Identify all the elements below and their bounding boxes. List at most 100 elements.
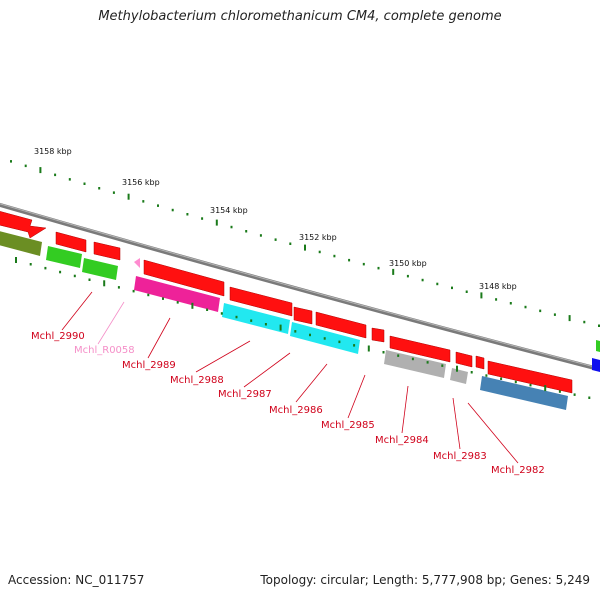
gene-label[interactable]: Mchl_2988 <box>170 375 224 386</box>
gene-label[interactable]: Mchl_R0058 <box>74 345 135 356</box>
gene-arrow[interactable] <box>315 311 367 339</box>
gene-label[interactable]: Mchl_2985 <box>321 420 375 431</box>
inner-tick <box>397 354 400 357</box>
leader-line <box>467 402 519 464</box>
ruler-tick <box>348 258 351 262</box>
ruler-tick <box>274 238 277 241</box>
ruler-tick <box>318 250 321 254</box>
inner-tick-row <box>15 257 591 399</box>
inner-tick <box>294 330 297 333</box>
inner-tick <box>544 385 547 392</box>
ruler-tick <box>54 173 57 177</box>
gene-arrow[interactable] <box>475 355 485 370</box>
accession-text: Accession: NC_011757 <box>8 573 145 587</box>
inner-tick <box>382 351 385 354</box>
ruler-tick <box>377 266 380 270</box>
tick-label: 3156 kbp <box>122 178 160 187</box>
inner-tick <box>59 270 62 274</box>
gene-arrow[interactable] <box>55 231 87 253</box>
cog-bar[interactable] <box>82 258 118 280</box>
cog-bars[interactable] <box>0 230 600 410</box>
ruler-tick <box>171 208 174 212</box>
gene-arrow[interactable] <box>487 360 573 394</box>
ruler-tick <box>553 313 556 316</box>
gene-arrow[interactable] <box>0 210 47 239</box>
inner-tick <box>426 361 429 364</box>
gene-arrow[interactable] <box>143 259 225 297</box>
inner-tick <box>485 374 488 377</box>
ruler-tick <box>495 298 498 301</box>
gene-arrow[interactable] <box>455 351 473 368</box>
gene-arrow[interactable] <box>389 335 451 363</box>
inner-tick <box>117 286 120 289</box>
ruler-tick <box>10 160 12 163</box>
inner-tick <box>309 333 311 337</box>
gene-label[interactable]: Mchl_2989 <box>122 360 176 371</box>
inner-tick <box>191 302 194 309</box>
ruler-tick <box>201 217 204 220</box>
gene-labels[interactable]: Mchl_2990 Mchl_R0058 Mchl_2989 Mchl_2988… <box>31 291 545 476</box>
leader-line <box>347 374 366 419</box>
tick-label: 3148 kbp <box>479 282 517 291</box>
gene-label[interactable]: Mchl_2987 <box>218 389 272 400</box>
gene-arrow[interactable] <box>229 286 293 317</box>
ruler-tick <box>259 234 262 237</box>
inner-tick <box>323 337 326 340</box>
ruler-tick <box>39 167 42 174</box>
cog-bar[interactable] <box>596 340 600 352</box>
ruler-tick <box>509 302 512 305</box>
ruler-tick <box>83 182 86 185</box>
ruler-tick <box>480 292 483 299</box>
inner-tick <box>206 308 209 311</box>
inner-tick <box>441 364 444 367</box>
inner-tick <box>500 377 503 380</box>
inner-tick <box>103 280 106 287</box>
inner-tick <box>456 365 458 372</box>
gene-label[interactable]: Mchl_2990 <box>31 331 85 342</box>
cog-bar[interactable] <box>134 276 220 312</box>
cog-bar[interactable] <box>46 246 82 268</box>
cog-bar[interactable] <box>222 303 290 334</box>
inner-tick <box>470 371 473 374</box>
inner-tick <box>264 323 267 326</box>
ruler-tick <box>142 200 145 203</box>
ruler-tick <box>304 244 306 251</box>
ruler-tick <box>465 290 468 293</box>
ruler-tick <box>127 193 130 200</box>
gene-label[interactable]: Mchl_2984 <box>375 435 429 446</box>
ruler-tick <box>362 262 365 266</box>
forward-genes[interactable] <box>0 210 573 394</box>
inner-tick <box>88 278 91 281</box>
tick-label: 3158 kbp <box>34 147 72 156</box>
inner-tick <box>367 345 370 352</box>
cog-bar[interactable] <box>592 358 600 372</box>
gene-arrow[interactable] <box>93 241 121 261</box>
inner-tick <box>514 380 517 384</box>
ruler-tick <box>583 320 586 324</box>
gene-label[interactable]: Mchl_2982 <box>491 465 545 476</box>
inner-tick <box>44 266 47 270</box>
ruler-tick <box>436 282 439 286</box>
gene-label[interactable]: Mchl_2986 <box>269 405 323 416</box>
leader-line <box>401 385 409 434</box>
rna-gene[interactable] <box>134 258 140 268</box>
cog-bar[interactable] <box>384 350 446 378</box>
inner-tick <box>338 340 341 344</box>
ruler-tick <box>421 278 424 282</box>
inner-tick <box>573 393 576 396</box>
cog-bar[interactable] <box>480 376 568 410</box>
ruler-tick <box>112 191 115 194</box>
cog-bar[interactable] <box>450 368 468 384</box>
tick-labels: 3158 kbp 3156 kbp 3154 kbp 3152 kbp 3150… <box>34 147 517 291</box>
inner-tick <box>132 289 135 293</box>
inner-tick <box>588 396 591 399</box>
cog-bar[interactable] <box>0 230 42 256</box>
gene-arrow[interactable] <box>371 327 385 343</box>
gene-arrow[interactable] <box>293 306 313 325</box>
inner-tick <box>176 301 179 304</box>
gene-label[interactable]: Mchl_2983 <box>433 451 487 462</box>
tick-label: 3154 kbp <box>210 206 248 215</box>
inner-tick <box>15 257 17 263</box>
leader-line <box>195 340 251 373</box>
